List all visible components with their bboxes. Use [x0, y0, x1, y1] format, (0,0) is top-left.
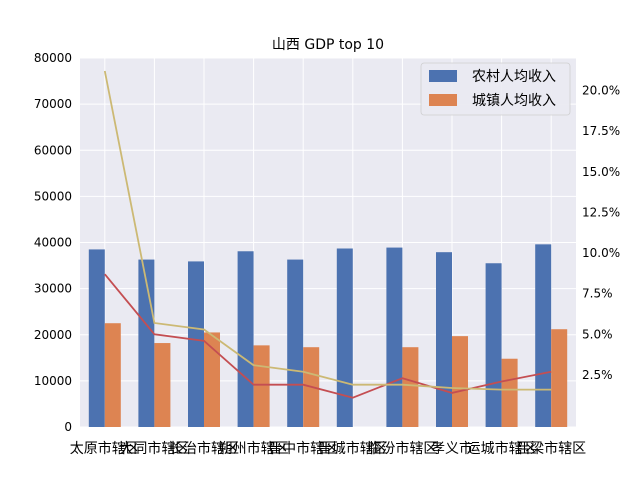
- legend-label: 城镇人均收入: [472, 93, 556, 109]
- bars: [88, 244, 568, 427]
- x-tick-label: 临汾市辖区: [367, 440, 437, 457]
- bar: [386, 247, 403, 427]
- bar: [336, 248, 353, 427]
- bar: [204, 332, 220, 427]
- x-tick-label: 晋中市辖区: [268, 440, 338, 457]
- x-tick-label: 长治市辖区: [169, 440, 239, 457]
- legend-swatch: [429, 70, 457, 82]
- bar: [88, 249, 105, 427]
- bar: [154, 343, 171, 427]
- y-tick-label: 50000: [34, 189, 72, 203]
- x-axis: 太原市辖区大同市辖区长治市辖区朔州市辖区晋中市辖区晋城市辖区临汾市辖区孝义市运城…: [70, 440, 586, 457]
- y-tick-label: 60000: [34, 143, 72, 157]
- bar: [104, 323, 121, 427]
- chart-title: 山西 GDP top 10: [272, 37, 384, 53]
- bar: [188, 261, 204, 427]
- x-tick-label: 太原市辖区: [70, 440, 140, 457]
- y-axis-left: 0 10000 20000 30000 40000 50000 60000 70000 8000…: [34, 51, 72, 434]
- y-tick-label: 20000: [34, 328, 72, 342]
- y2-tick-label: 7.5%: [582, 287, 613, 301]
- series-line: [104, 273, 552, 399]
- x-tick-label: 运城市辖区: [467, 440, 537, 457]
- bar: [485, 263, 502, 427]
- y-tick-label: 40000: [34, 236, 72, 250]
- bar: [535, 244, 552, 427]
- y2-tick-label: 10.0%: [582, 246, 620, 260]
- y2-tick-label: 12.5%: [582, 205, 620, 219]
- bar: [551, 329, 568, 427]
- series-line: [103, 70, 552, 391]
- x-tick-label: 晋城市辖区: [318, 440, 388, 457]
- y-tick-label: 70000: [34, 97, 72, 111]
- y2-tick-label: 15.0%: [582, 165, 620, 179]
- y2-tick-label: 5.0%: [582, 327, 613, 341]
- bar: [402, 347, 419, 427]
- y-tick-label: 80000: [34, 51, 72, 65]
- bar: [436, 252, 452, 427]
- lines: [103, 70, 552, 399]
- legend-swatch: [429, 94, 457, 106]
- y2-tick-label: 20.0%: [582, 84, 620, 98]
- y-tick-label: 0: [64, 420, 72, 434]
- legend-box: [420, 62, 571, 116]
- y-tick-label: 30000: [34, 282, 72, 296]
- bar: [237, 251, 254, 427]
- y2-tick-label: 2.5%: [582, 368, 613, 382]
- bar: [287, 259, 304, 427]
- bar: [253, 345, 270, 427]
- x-tick-label: 吕梁市辖区: [516, 440, 586, 457]
- x-tick-label: 朔州市辖区: [219, 440, 289, 457]
- y-tick-label: 10000: [34, 374, 72, 388]
- bar: [452, 336, 468, 427]
- bar: [501, 358, 518, 427]
- x-tick-label: 大同市辖区: [119, 440, 189, 457]
- x-tick-label: 孝义市: [431, 440, 473, 457]
- y-axis-right: 2.5% 5.0% 7.5% 10.0% 12.5% 15.0% 17.5% 20.0%: [582, 84, 620, 382]
- legend-label: 农村人均收入: [472, 69, 556, 85]
- y2-tick-label: 17.5%: [582, 124, 620, 138]
